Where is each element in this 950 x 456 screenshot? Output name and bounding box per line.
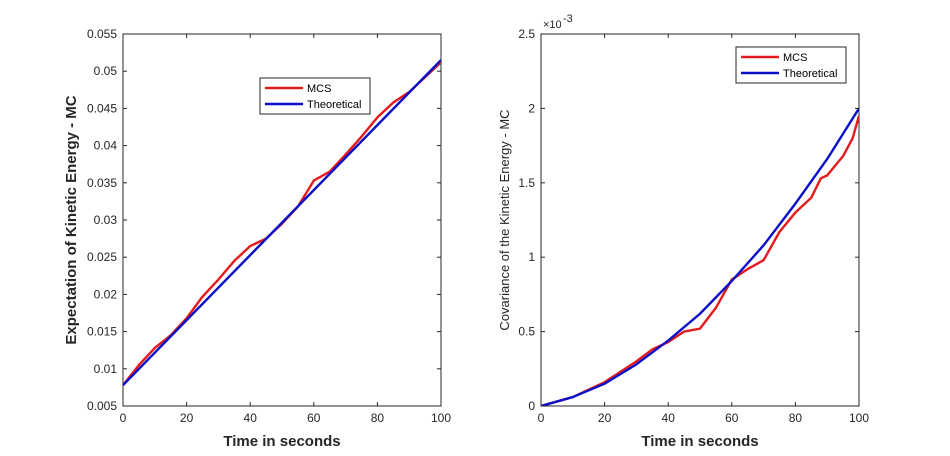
y-axis-label: Covariance of the Kinetic Energy - MC: [497, 109, 512, 330]
y-tick-label: 0: [528, 399, 535, 413]
legend-label-theoretical: Theoretical: [783, 68, 837, 80]
y-tick-label: 0.01: [94, 362, 118, 376]
y-tick-label: 1.5: [518, 176, 535, 190]
y-tick-label: 0.005: [87, 399, 117, 413]
legend-box: [259, 77, 371, 115]
legend: MCS Theoretical: [259, 77, 371, 115]
y-tick-label: 0.015: [87, 325, 117, 339]
x-tick-label: 40: [662, 411, 676, 425]
y-tick-label: 0.04: [94, 139, 118, 153]
x-axis-label: Time in seconds: [223, 433, 340, 450]
chart-1: 0 20 40 60 80 100 0.005 0.01 0.015 0.02 0.025 0.03 0…: [63, 27, 451, 450]
legend-label-theoretical: Theoretical: [307, 99, 361, 111]
legend-label-mcs: MCS: [307, 83, 331, 95]
axis-multiplier: ×10: [543, 19, 562, 31]
y-tick-label: 0.03: [94, 213, 118, 227]
x-tick-label: 0: [120, 411, 127, 425]
y-tick-label: 1: [528, 250, 535, 264]
y-tick-label: 0.02: [94, 287, 118, 301]
plot-area: [540, 33, 860, 407]
legend: MCS Theoretical: [735, 46, 847, 84]
x-tick-label: 20: [598, 411, 612, 425]
y-tick-label: 2.5: [518, 27, 535, 41]
series-line-mcs: [541, 115, 859, 406]
series-line-theoretical: [541, 107, 859, 406]
x-axis-label: Time in seconds: [641, 433, 758, 450]
x-tick-label: 40: [244, 411, 258, 425]
legend-box: [735, 46, 847, 84]
y-tick-label: 0.5: [518, 325, 535, 339]
x-tick-label: 100: [849, 411, 869, 425]
x-tick-label: 80: [789, 411, 803, 425]
axis-multiplier-exponent: -3: [563, 13, 573, 25]
y-tick-label: 0.035: [87, 176, 117, 190]
y-axis-label: Expectation of Kinetic Energy - MC: [63, 95, 80, 344]
legend-label-mcs: MCS: [783, 52, 807, 64]
x-tick-label: 0: [538, 411, 545, 425]
x-tick-label: 100: [431, 411, 451, 425]
x-tick-label: 60: [725, 411, 739, 425]
y-tick-label: 2: [528, 101, 535, 115]
x-tick-label: 20: [180, 411, 194, 425]
series-line-theoretical: [123, 59, 441, 387]
x-tick-label: 60: [307, 411, 321, 425]
y-tick-label: 0.055: [87, 27, 117, 41]
y-tick-label: 0.05: [94, 64, 118, 78]
x-tick-label: 80: [371, 411, 385, 425]
chart-2: 0 20 40 60 80 100 0 0.5 1 1.5 2 2.5 ×10 -3 Time in sec…: [497, 13, 869, 450]
y-tick-label: 0.045: [87, 101, 117, 115]
y-tick-label: 0.025: [87, 250, 117, 264]
